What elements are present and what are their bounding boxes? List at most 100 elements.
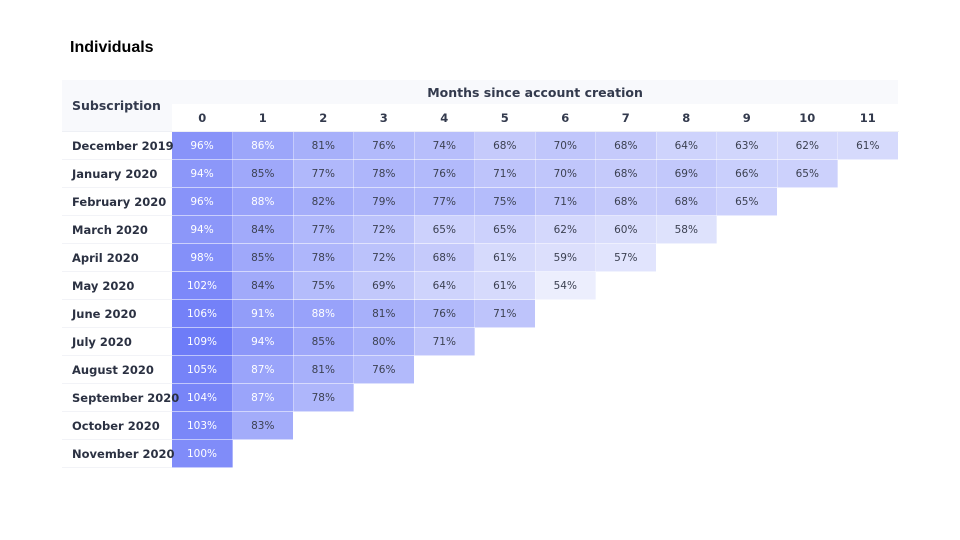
empty-cell	[777, 383, 838, 412]
cohort-row: April 2020 98% 85% 78% 72% 68% 61% 59% 57%	[62, 243, 899, 272]
retention-cell: 70%	[535, 131, 596, 160]
cohort-row-label: February 2020	[62, 187, 172, 216]
retention-cell: 100%	[172, 439, 233, 468]
retention-cell: 74%	[414, 131, 475, 160]
retention-cell: 71%	[474, 159, 536, 188]
cohort-row-label: October 2020	[62, 411, 172, 440]
empty-cell	[716, 299, 777, 328]
empty-cell	[535, 383, 596, 412]
cohort-row: May 2020 102% 84% 75% 69% 64% 61% 54%	[62, 271, 899, 300]
retention-cell: 57%	[595, 243, 657, 272]
empty-cell	[656, 299, 717, 328]
empty-cell	[777, 439, 838, 468]
retention-cell: 66%	[716, 159, 778, 188]
retention-cell: 61%	[837, 131, 899, 160]
empty-cell	[837, 355, 899, 384]
retention-cell: 91%	[232, 299, 294, 328]
retention-cell: 68%	[656, 187, 717, 216]
retention-cell: 87%	[232, 383, 294, 412]
empty-cell	[474, 327, 535, 356]
cohort-row-label: December 2019	[62, 131, 174, 160]
retention-cell: 68%	[595, 187, 657, 216]
empty-cell	[595, 271, 656, 300]
retention-cell: 78%	[293, 243, 354, 272]
cohort-row-label: May 2020	[62, 271, 172, 300]
retention-cell: 69%	[353, 271, 415, 300]
retention-cell: 61%	[474, 271, 536, 300]
cohort-body: December 2019 96% 86% 81% 76% 74% 68% 70% 68% 64%…	[62, 131, 899, 468]
retention-cell: 54%	[535, 271, 596, 300]
empty-cell	[716, 355, 777, 384]
retention-cell: 70%	[535, 159, 596, 188]
retention-cell: 58%	[656, 215, 717, 244]
retention-cell: 88%	[293, 299, 354, 328]
empty-cell	[293, 411, 354, 440]
empty-cell	[837, 411, 899, 440]
cohort-row-label: January 2020	[62, 159, 172, 188]
retention-cell: 76%	[414, 299, 475, 328]
retention-cell: 102%	[172, 271, 233, 300]
retention-cell: 81%	[293, 131, 354, 160]
retention-cell: 98%	[172, 243, 233, 272]
retention-cell: 68%	[595, 131, 657, 160]
retention-cell: 72%	[353, 243, 415, 272]
empty-cell	[837, 439, 899, 468]
retention-cell: 76%	[353, 355, 415, 384]
month-column-header: 3	[353, 104, 414, 132]
empty-cell	[716, 243, 777, 272]
month-header-row: 0 1 2 3 4 5 6 7 8 9 10 11	[62, 104, 899, 132]
cohort-row-label: November 2020	[62, 439, 175, 468]
retention-cell: 94%	[172, 215, 233, 244]
retention-cell: 60%	[595, 215, 657, 244]
retention-cell: 61%	[474, 243, 536, 272]
retention-cell: 65%	[716, 187, 778, 216]
empty-cell	[777, 271, 838, 300]
empty-cell	[716, 271, 777, 300]
cohort-row: September 2020 104% 87% 78%	[62, 383, 899, 412]
retention-cell: 71%	[474, 299, 536, 328]
subscription-header: Subscription	[62, 80, 172, 132]
empty-cell	[656, 383, 717, 412]
retention-cell: 63%	[716, 131, 778, 160]
cohort-row-label: August 2020	[62, 355, 172, 384]
empty-cell	[656, 355, 717, 384]
month-column-header: 1	[232, 104, 293, 132]
retention-cell: 76%	[414, 159, 475, 188]
retention-cell: 72%	[353, 215, 415, 244]
retention-cell: 59%	[535, 243, 596, 272]
empty-cell	[293, 439, 354, 468]
month-column-header: 8	[656, 104, 717, 132]
retention-cell: 86%	[232, 131, 294, 160]
retention-cell: 68%	[474, 131, 536, 160]
empty-cell	[535, 299, 596, 328]
empty-cell	[837, 271, 899, 300]
month-column-header: 4	[414, 104, 475, 132]
empty-cell	[353, 439, 414, 468]
empty-cell	[414, 411, 475, 440]
empty-cell	[595, 355, 656, 384]
retention-cell: 106%	[172, 299, 233, 328]
empty-cell	[837, 327, 899, 356]
empty-cell	[777, 355, 838, 384]
retention-cell: 77%	[293, 159, 354, 188]
empty-cell	[837, 383, 899, 412]
cohort-row-label: June 2020	[62, 299, 172, 328]
empty-cell	[595, 299, 656, 328]
empty-cell	[777, 243, 838, 272]
retention-cell: 84%	[232, 215, 294, 244]
empty-cell	[535, 411, 596, 440]
retention-cell: 87%	[232, 355, 294, 384]
empty-cell	[716, 327, 777, 356]
cohort-row-label: March 2020	[62, 215, 172, 244]
empty-cell	[353, 383, 414, 412]
empty-cell	[777, 327, 838, 356]
retention-cell: 78%	[293, 383, 354, 412]
cohort-row: June 2020 106% 91% 88% 81% 76% 71%	[62, 299, 899, 328]
retention-cell: 68%	[414, 243, 475, 272]
empty-cell	[716, 411, 777, 440]
retention-cell: 77%	[414, 187, 475, 216]
months-since-creation-header: Months since account creation	[172, 80, 899, 104]
empty-cell	[656, 439, 717, 468]
empty-cell	[474, 411, 535, 440]
header-row-group: Subscription Months since account creati…	[62, 80, 899, 132]
